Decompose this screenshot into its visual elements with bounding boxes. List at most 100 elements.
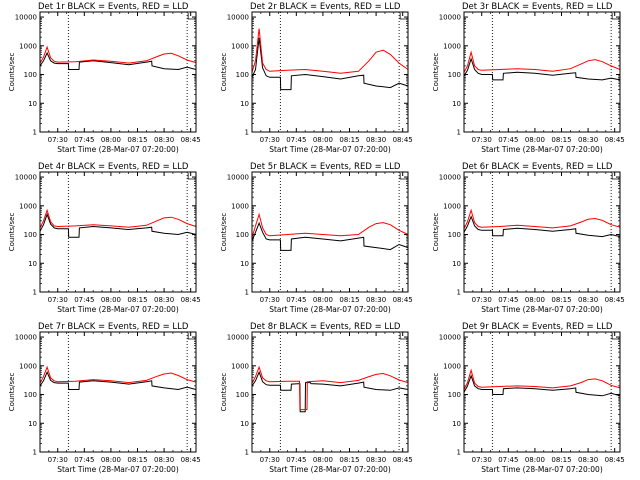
y-tick-label: 10: [28, 260, 37, 268]
bracket-mark: [611, 333, 619, 340]
y-tick-label: 100: [236, 391, 249, 399]
series-line-lld: [463, 368, 621, 390]
chart-title: Det 7r BLACK = Events, RED = LLD: [38, 322, 189, 332]
y-tick-label: 1000: [443, 362, 461, 370]
y-tick-label: 10: [240, 260, 249, 268]
plot-frame: [251, 11, 409, 133]
x-tick-label: 08:00: [525, 296, 545, 304]
x-tick-label: 08:45: [605, 296, 625, 304]
x-tick-label: 07:45: [286, 456, 306, 464]
chart-panel-7: Det 7r BLACK = Events, RED = LLD 1 10 100 10…: [8, 322, 201, 474]
y-tick-label: 10000: [15, 334, 37, 342]
x-tick-label: 08:15: [127, 136, 147, 144]
y-tick-label: 1: [33, 449, 37, 457]
series-line-events: [39, 51, 197, 71]
chart-panel-9: Det 9r BLACK = Events, RED = LLD 1 10 100 10…: [432, 322, 625, 474]
chart-panel-3: Det 3r BLACK = Events, RED = LLD 1 10 100 10…: [432, 2, 625, 154]
x-tick-label: 08:45: [605, 456, 625, 464]
bracket-mark: [611, 13, 619, 20]
y-tick-label: 1: [245, 289, 249, 297]
x-axis-label: Start Time (28-Mar-07 07:20:00): [57, 305, 179, 314]
x-tick-label: 07:30: [472, 456, 492, 464]
chart-panel-2: Det 2r BLACK = Events, RED = LLD 1 10 100 10…: [220, 2, 413, 154]
x-tick-label: 08:30: [366, 136, 386, 144]
y-axis-label: Counts/sec: [432, 373, 440, 412]
series-line-events: [39, 370, 197, 391]
chart-title: Det 8r BLACK = Events, RED = LLD: [250, 322, 401, 332]
y-axis-label: Counts/sec: [220, 213, 228, 252]
chart-panel-1: Det 1r BLACK = Events, RED = LLD 1 10 100 10…: [8, 2, 201, 154]
chart-panel-4: Det 4r BLACK = Events, RED = LLD 1 10 100 10…: [8, 162, 201, 314]
series-line-events: [251, 221, 409, 251]
x-axis-label: Start Time (28-Mar-07 07:20:00): [57, 465, 179, 474]
y-tick-label: 1000: [19, 202, 37, 210]
y-tick-label: 10000: [439, 14, 461, 22]
x-tick-label: 08:45: [181, 456, 201, 464]
series-line-lld: [39, 365, 197, 384]
x-tick-label: 07:30: [472, 136, 492, 144]
y-axis-label: Counts/sec: [8, 213, 16, 252]
x-axis-label: Start Time (28-Mar-07 07:20:00): [57, 145, 179, 154]
series-line-events: [463, 374, 621, 397]
chart-title: Det 1r BLACK = Events, RED = LLD: [38, 2, 189, 12]
plot-frame: [251, 171, 409, 293]
chart-title: Det 3r BLACK = Events, RED = LLD: [462, 2, 613, 12]
x-tick-label: 07:45: [74, 136, 94, 144]
x-tick-label: 08:00: [101, 456, 121, 464]
chart-title: Det 5r BLACK = Events, RED = LLD: [250, 162, 401, 172]
y-tick-label: 10: [28, 100, 37, 108]
x-tick-label: 07:30: [260, 456, 280, 464]
y-tick-label: 1: [245, 129, 249, 137]
y-axis-label: Counts/sec: [220, 373, 228, 412]
x-axis-label: Start Time (28-Mar-07 07:20:00): [481, 145, 603, 154]
x-tick-label: 08:30: [578, 296, 598, 304]
x-tick-label: 08:45: [393, 136, 413, 144]
x-tick-label: 07:45: [498, 456, 518, 464]
y-tick-label: 10000: [15, 174, 37, 182]
series-line-events: [251, 37, 409, 91]
plot-frame: [39, 171, 197, 293]
plot-frame: [251, 331, 409, 453]
chart-title: Det 6r BLACK = Events, RED = LLD: [462, 162, 613, 172]
y-axis-label: Counts/sec: [432, 53, 440, 92]
y-tick-label: 10: [240, 100, 249, 108]
series-line-lld: [39, 45, 197, 64]
x-tick-label: 08:00: [313, 296, 333, 304]
x-tick-label: 08:45: [181, 136, 201, 144]
bracket-mark: [187, 13, 195, 20]
x-tick-label: 08:15: [127, 456, 147, 464]
y-tick-label: 100: [236, 231, 249, 239]
chart-title: Det 4r BLACK = Events, RED = LLD: [38, 162, 189, 172]
x-tick-label: 07:45: [74, 296, 94, 304]
chart-panel-5: Det 5r BLACK = Events, RED = LLD 1 10 100 10…: [220, 162, 413, 314]
plot-frame: [39, 11, 197, 133]
x-axis-label: Start Time (28-Mar-07 07:20:00): [269, 465, 391, 474]
y-axis-label: Counts/sec: [432, 213, 440, 252]
y-tick-label: 100: [24, 231, 37, 239]
x-tick-label: 07:45: [74, 456, 94, 464]
y-tick-label: 1000: [231, 362, 249, 370]
x-tick-label: 08:15: [339, 136, 359, 144]
y-tick-label: 1000: [231, 202, 249, 210]
series-line-events: [39, 212, 197, 238]
x-tick-label: 08:30: [154, 136, 174, 144]
y-axis-label: Counts/sec: [8, 373, 16, 412]
x-tick-label: 08:45: [393, 296, 413, 304]
y-tick-label: 1000: [231, 42, 249, 50]
series-line-events: [251, 370, 409, 413]
y-tick-label: 10000: [227, 174, 249, 182]
bracket-mark: [399, 173, 407, 180]
y-tick-label: 10: [452, 100, 461, 108]
x-tick-label: 08:15: [551, 296, 571, 304]
x-tick-label: 08:15: [551, 456, 571, 464]
bracket-mark: [611, 173, 619, 180]
x-tick-label: 08:00: [101, 296, 121, 304]
x-tick-label: 07:30: [48, 296, 68, 304]
x-tick-label: 08:30: [578, 136, 598, 144]
x-tick-label: 08:00: [313, 136, 333, 144]
y-tick-label: 100: [24, 71, 37, 79]
x-tick-label: 07:45: [286, 136, 306, 144]
x-tick-label: 07:30: [260, 296, 280, 304]
y-tick-label: 1000: [19, 42, 37, 50]
